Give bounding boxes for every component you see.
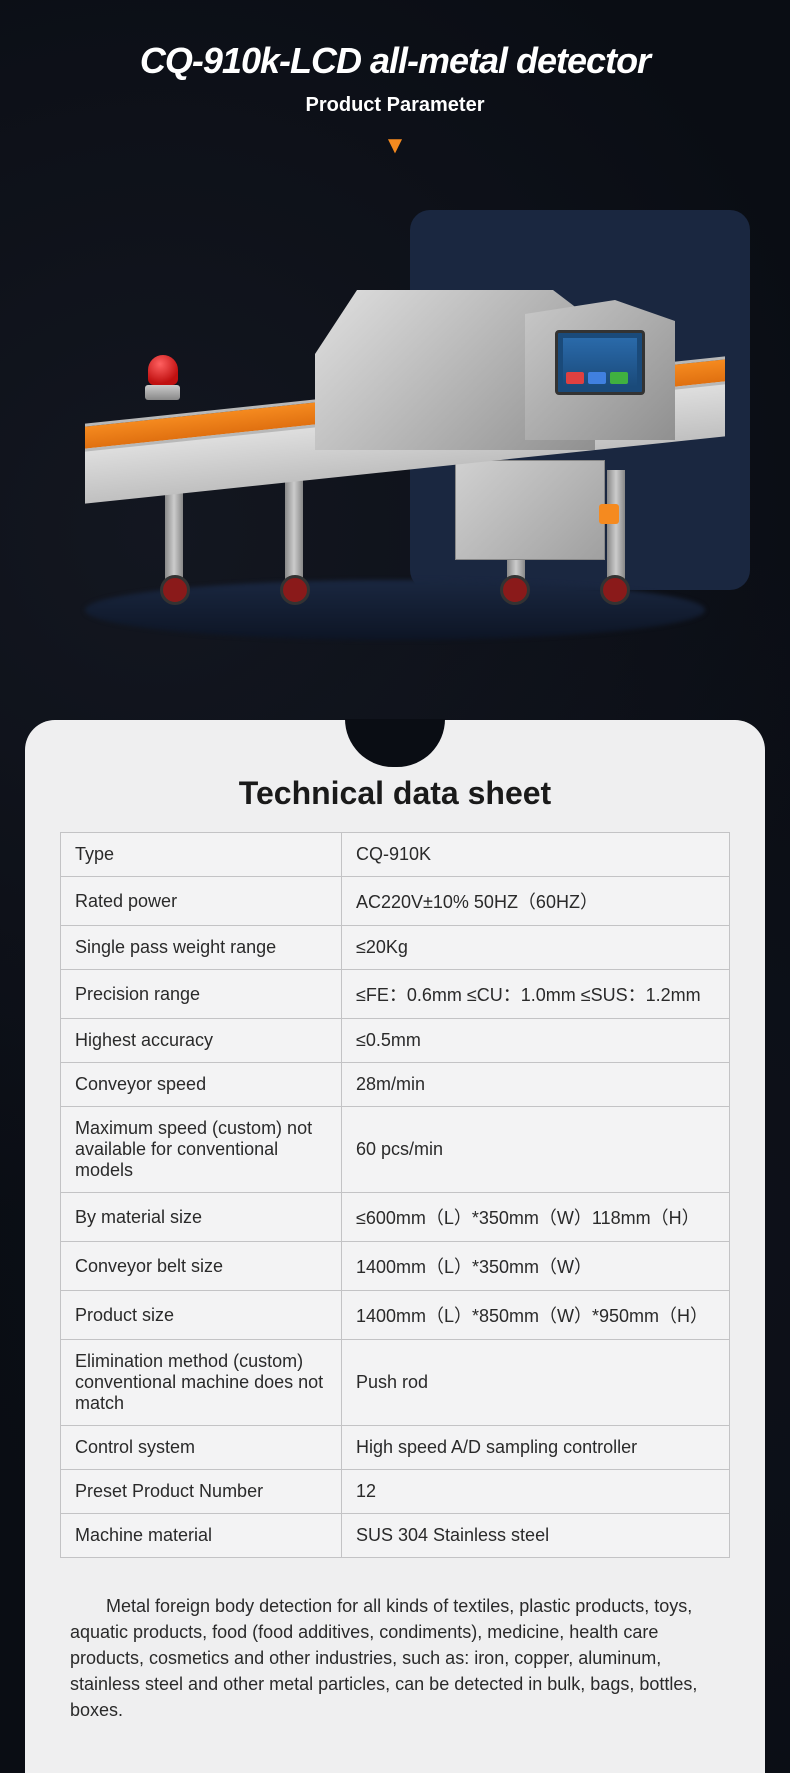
table-row: TypeCQ-910K	[61, 833, 730, 877]
spec-label: Control system	[61, 1426, 342, 1470]
control-box	[455, 460, 605, 560]
table-row: By material size≤600mm（L）*350mm（W）118mm（…	[61, 1193, 730, 1242]
spec-label: Conveyor belt size	[61, 1242, 342, 1291]
frame-leg	[607, 470, 625, 590]
spec-value: AC220V±10% 50HZ（60HZ）	[341, 877, 729, 926]
spec-label: Product size	[61, 1291, 342, 1340]
card-notch	[345, 719, 445, 767]
lcd-screen	[555, 330, 645, 395]
table-row: Rated powerAC220V±10% 50HZ（60HZ）	[61, 877, 730, 926]
spec-value: ≤0.5mm	[341, 1019, 729, 1063]
spec-value: CQ-910K	[341, 833, 729, 877]
spec-value: Push rod	[341, 1340, 729, 1426]
spec-value: ≤FE：0.6mm ≤CU：1.0mm ≤SUS：1.2mm	[341, 970, 729, 1019]
caster-wheel	[500, 575, 530, 605]
datasheet-title: Technical data sheet	[60, 775, 730, 812]
product-stage	[0, 180, 790, 720]
spec-value: 28m/min	[341, 1063, 729, 1107]
table-row: Elimination method (custom) conventional…	[61, 1340, 730, 1426]
page-subtitle: Product Parameter	[20, 94, 770, 117]
spec-label: Highest accuracy	[61, 1019, 342, 1063]
table-row: Single pass weight range≤20Kg	[61, 926, 730, 970]
spec-label: Precision range	[61, 970, 342, 1019]
spec-label: Machine material	[61, 1514, 342, 1558]
spec-value: SUS 304 Stainless steel	[341, 1514, 729, 1558]
caster-wheel	[160, 575, 190, 605]
spec-label: By material size	[61, 1193, 342, 1242]
screen-button-icon	[566, 372, 584, 384]
spec-value: 1400mm（L）*850mm（W）*950mm（H）	[341, 1291, 729, 1340]
spec-label: Preset Product Number	[61, 1470, 342, 1514]
spec-label: Conveyor speed	[61, 1063, 342, 1107]
spec-value: 60 pcs/min	[341, 1107, 729, 1193]
spec-table: TypeCQ-910KRated powerAC220V±10% 50HZ（60…	[60, 832, 730, 1558]
table-row: Highest accuracy≤0.5mm	[61, 1019, 730, 1063]
spec-value: High speed A/D sampling controller	[341, 1426, 729, 1470]
product-illustration	[45, 200, 745, 640]
table-row: Machine materialSUS 304 Stainless steel	[61, 1514, 730, 1558]
page-header: CQ-910k-LCD all-metal detector Product P…	[0, 0, 790, 180]
spec-label: Maximum speed (custom) not available for…	[61, 1107, 342, 1193]
table-row: Control systemHigh speed A/D sampling co…	[61, 1426, 730, 1470]
spec-value: 1400mm（L）*350mm（W）	[341, 1242, 729, 1291]
screen-button-icon	[588, 372, 606, 384]
table-row: Preset Product Number12	[61, 1470, 730, 1514]
spec-label: Elimination method (custom) conventional…	[61, 1340, 342, 1426]
spec-value: ≤20Kg	[341, 926, 729, 970]
spec-label: Type	[61, 833, 342, 877]
alarm-light-icon	[145, 355, 180, 400]
caster-wheel	[600, 575, 630, 605]
product-description: Metal foreign body detection for all kin…	[60, 1593, 730, 1723]
arrow-down-icon: ▼	[383, 132, 407, 160]
page-title: CQ-910k-LCD all-metal detector	[20, 40, 770, 82]
table-row: Conveyor speed28m/min	[61, 1063, 730, 1107]
table-row: Conveyor belt size1400mm（L）*350mm（W）	[61, 1242, 730, 1291]
table-row: Product size1400mm（L）*850mm（W）*950mm（H）	[61, 1291, 730, 1340]
table-row: Maximum speed (custom) not available for…	[61, 1107, 730, 1193]
spec-label: Rated power	[61, 877, 342, 926]
caster-wheel	[280, 575, 310, 605]
datasheet-card: Technical data sheet TypeCQ-910KRated po…	[25, 720, 765, 1773]
table-row: Precision range≤FE：0.6mm ≤CU：1.0mm ≤SUS：…	[61, 970, 730, 1019]
screen-button-icon	[610, 372, 628, 384]
spec-value: 12	[341, 1470, 729, 1514]
spec-value: ≤600mm（L）*350mm（W）118mm（H）	[341, 1193, 729, 1242]
spec-label: Single pass weight range	[61, 926, 342, 970]
